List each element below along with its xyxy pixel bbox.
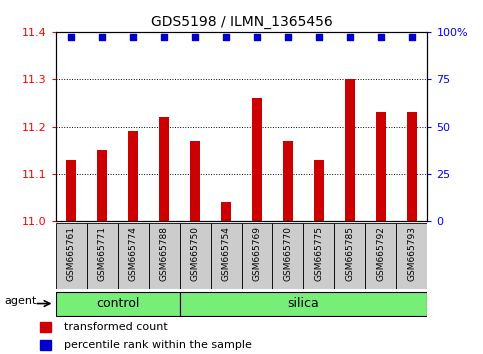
Text: GSM665775: GSM665775 [314, 226, 324, 281]
Bar [56, 223, 86, 289]
Bar [40, 322, 51, 332]
Point [191, 34, 199, 39]
Text: silica: silica [287, 297, 319, 309]
Bar [190, 141, 200, 221]
Bar [376, 112, 386, 221]
Point [284, 34, 292, 39]
Point [408, 34, 416, 39]
Point [98, 34, 106, 39]
Text: GSM665769: GSM665769 [253, 226, 261, 281]
Title: GDS5198 / ILMN_1365456: GDS5198 / ILMN_1365456 [151, 16, 332, 29]
Bar [117, 223, 149, 289]
Bar [86, 223, 117, 289]
Text: GSM665792: GSM665792 [376, 226, 385, 281]
Bar [180, 292, 427, 315]
Text: GSM665771: GSM665771 [98, 226, 107, 281]
Text: GSM665761: GSM665761 [67, 226, 75, 281]
Point [222, 34, 230, 39]
Bar [252, 98, 262, 221]
Text: GSM665770: GSM665770 [284, 226, 293, 281]
Point [253, 34, 261, 39]
Bar [149, 223, 180, 289]
Bar [128, 131, 139, 221]
Bar [283, 141, 293, 221]
Point [160, 34, 168, 39]
Bar [313, 160, 325, 221]
Point [377, 34, 385, 39]
Text: percentile rank within the sample: percentile rank within the sample [64, 340, 252, 350]
Bar [303, 223, 334, 289]
Bar [272, 223, 303, 289]
Bar [334, 223, 366, 289]
Bar [211, 223, 242, 289]
Bar [242, 223, 272, 289]
Point [129, 34, 137, 39]
Bar [366, 223, 397, 289]
Bar [344, 79, 355, 221]
Text: control: control [96, 297, 139, 309]
Point [315, 34, 323, 39]
Text: GSM665774: GSM665774 [128, 226, 138, 281]
Bar [221, 202, 231, 221]
Text: GSM665785: GSM665785 [345, 226, 355, 281]
Text: GSM665793: GSM665793 [408, 226, 416, 281]
Bar [97, 150, 107, 221]
Bar [56, 292, 180, 315]
Bar [66, 160, 76, 221]
Text: GSM665788: GSM665788 [159, 226, 169, 281]
Text: transformed count: transformed count [64, 322, 168, 332]
Text: agent: agent [4, 296, 37, 306]
Bar [40, 340, 51, 350]
Bar [407, 112, 417, 221]
Bar [180, 223, 211, 289]
Text: GSM665754: GSM665754 [222, 226, 230, 281]
Point [67, 34, 75, 39]
Bar [397, 223, 427, 289]
Point [346, 34, 354, 39]
Text: GSM665750: GSM665750 [190, 226, 199, 281]
Bar [158, 117, 170, 221]
